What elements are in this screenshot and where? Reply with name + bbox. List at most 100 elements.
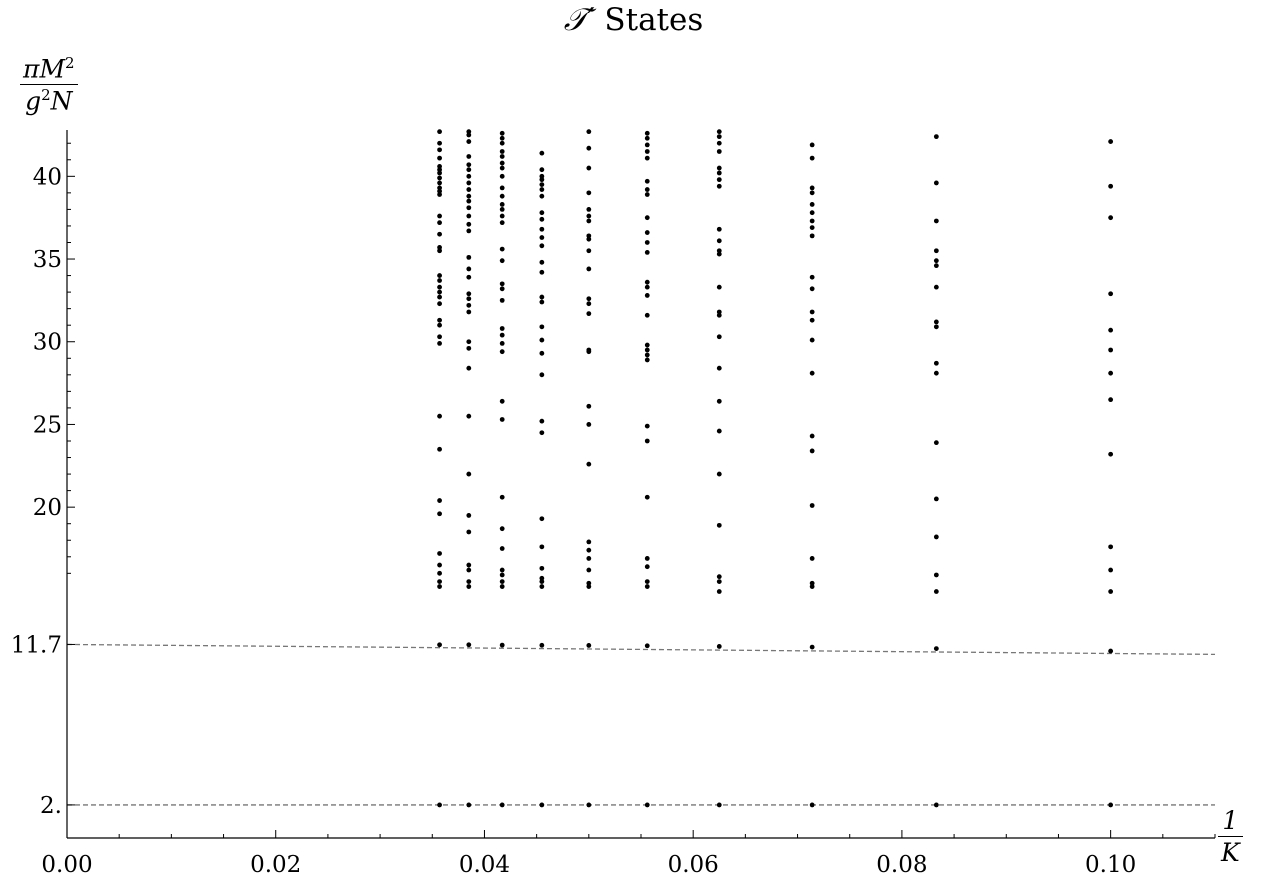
- data-point: [933, 496, 939, 502]
- data-point: [586, 403, 592, 409]
- data-point: [644, 192, 650, 197]
- data-point: [466, 173, 472, 179]
- data-point: [933, 284, 939, 290]
- data-point: [437, 301, 442, 307]
- data-point: [1108, 183, 1114, 189]
- data-point: [499, 213, 505, 219]
- data-point: [716, 170, 722, 176]
- y-tick-label: 25: [33, 412, 62, 438]
- data-point: [466, 167, 472, 173]
- data-point: [809, 370, 815, 376]
- data-point: [499, 202, 505, 207]
- data-point: [539, 579, 545, 584]
- data-point: [716, 574, 722, 580]
- data-point: [933, 589, 939, 594]
- data-point: [644, 215, 650, 221]
- data-point: [716, 177, 722, 183]
- data-point: [716, 334, 722, 340]
- data-point: [933, 180, 939, 186]
- data-point: [716, 149, 722, 154]
- data-point: [933, 263, 939, 269]
- y-label-m: M: [39, 54, 66, 84]
- data-point: [539, 187, 545, 192]
- y-label-exp-1: 2: [65, 54, 75, 72]
- data-point: [437, 273, 442, 278]
- data-point: [499, 286, 505, 292]
- data-point: [499, 642, 505, 648]
- reference-lines: [66, 643, 1216, 806]
- data-point: [539, 193, 545, 199]
- data-point: [586, 233, 592, 239]
- data-point: [644, 149, 650, 154]
- data-point: [499, 494, 505, 500]
- data-point: [499, 297, 505, 303]
- data-point: [466, 129, 472, 135]
- data-point: [716, 134, 722, 140]
- data-point: [539, 418, 545, 424]
- y-axis-label-numerator: πM2: [20, 54, 78, 86]
- x-tick-label: 0.10: [1085, 852, 1136, 878]
- data-point: [499, 246, 505, 252]
- data-point: [499, 258, 505, 264]
- data-point: [933, 319, 939, 325]
- data-point: [466, 802, 472, 808]
- data-point: [809, 142, 815, 148]
- data-point: [586, 296, 592, 302]
- data-point: [644, 187, 650, 192]
- data-point: [809, 644, 815, 650]
- data-point: [466, 579, 472, 584]
- data-point: [499, 207, 505, 212]
- x-axis-label-numerator: 1: [1218, 808, 1243, 837]
- data-point: [466, 162, 472, 168]
- data-point: [933, 218, 939, 224]
- data-point: [644, 564, 650, 570]
- data-point: [586, 643, 592, 648]
- data-point: [466, 254, 472, 260]
- data-point: [809, 337, 815, 343]
- data-point: [644, 357, 650, 363]
- data-point: [466, 513, 472, 518]
- data-point: [539, 802, 545, 808]
- data-point: [1108, 451, 1114, 457]
- data-point: [644, 250, 650, 255]
- data-point: [437, 642, 442, 648]
- data-point: [933, 370, 939, 376]
- data-point: [809, 190, 815, 196]
- data-point: [933, 440, 939, 446]
- data-point: [437, 570, 442, 576]
- data-point: [466, 198, 472, 204]
- data-point: [466, 345, 472, 351]
- y-axis-label-denominator: g2N: [20, 85, 78, 114]
- data-point: [437, 147, 442, 153]
- data-point: [539, 226, 545, 232]
- data-point: [933, 324, 939, 330]
- data-point: [539, 243, 545, 249]
- data-point: [466, 205, 472, 211]
- data-point: [809, 210, 815, 216]
- data-point: [586, 347, 592, 353]
- x-tick-label: 0.02: [250, 852, 301, 878]
- data-point: [586, 311, 592, 317]
- data-point: [586, 567, 592, 573]
- data-point: [499, 193, 505, 199]
- data-point: [466, 221, 472, 227]
- data-point: [466, 266, 472, 272]
- data-point: [539, 235, 545, 240]
- data-point: [586, 213, 592, 219]
- data-point: [437, 170, 442, 176]
- data-point: [644, 293, 650, 298]
- data-point: [809, 185, 815, 191]
- data-point: [644, 584, 650, 589]
- data-point: [499, 340, 505, 346]
- data-point: [716, 251, 722, 257]
- data-point: [437, 334, 442, 340]
- data-point: [716, 644, 722, 649]
- data-point: [586, 802, 592, 808]
- data-point: [539, 150, 545, 156]
- data-point: [499, 135, 505, 141]
- data-point: [466, 213, 472, 219]
- data-point: [644, 579, 650, 584]
- data-point: [466, 291, 472, 297]
- data-point: [809, 202, 815, 207]
- data-point: [539, 177, 545, 183]
